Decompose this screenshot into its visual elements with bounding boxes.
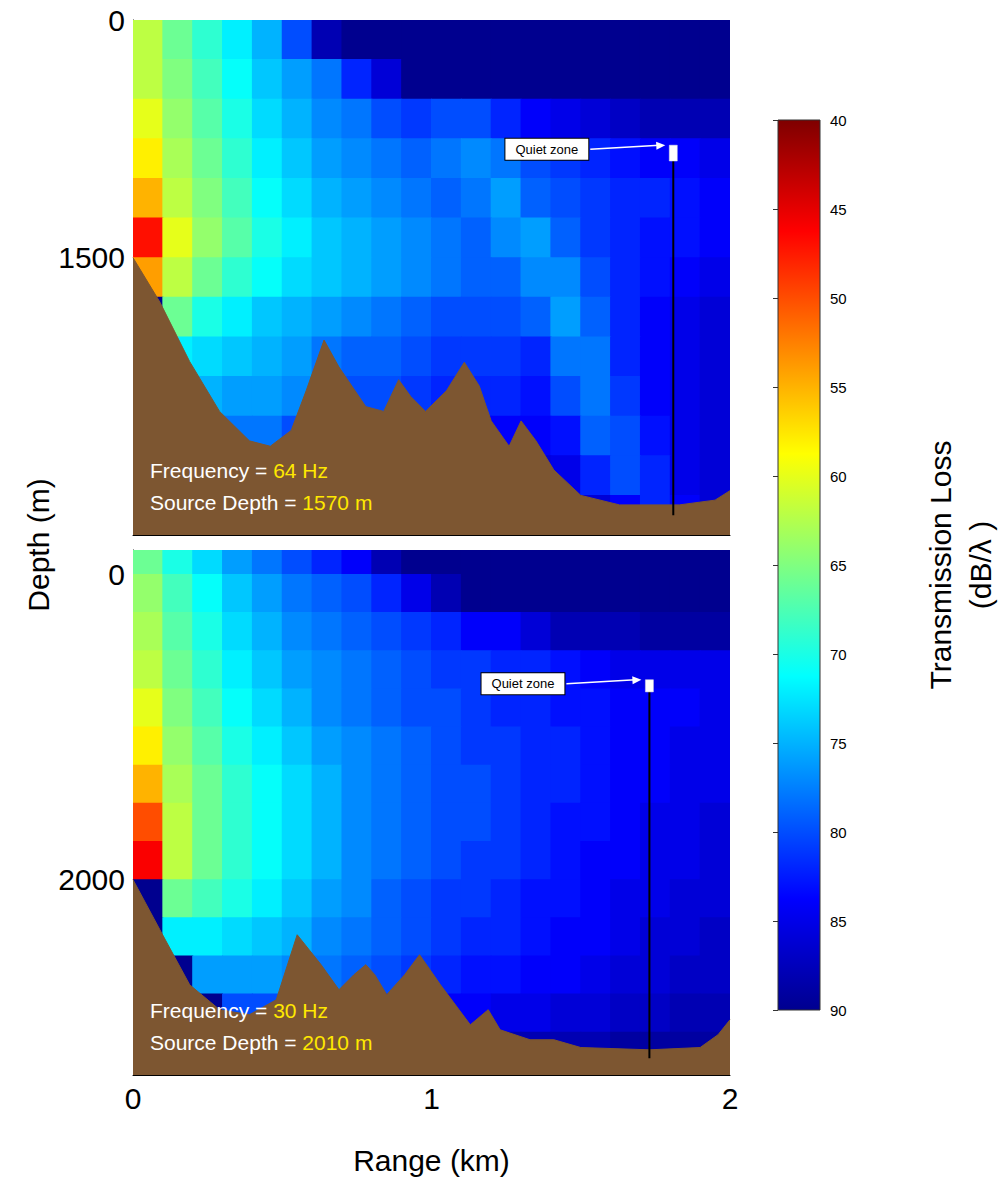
svg-text:30 Hz: 30 Hz — [273, 999, 328, 1022]
svg-text:Quiet zone: Quiet zone — [492, 676, 555, 691]
svg-text:65: 65 — [830, 557, 847, 574]
svg-text:Range (km): Range (km) — [353, 1144, 510, 1177]
svg-text:(dB/λ ): (dB/λ ) — [964, 521, 997, 609]
svg-text:40: 40 — [830, 112, 847, 129]
svg-text:Quiet zone: Quiet zone — [515, 142, 578, 157]
svg-text:Frequency =: Frequency = — [150, 999, 273, 1022]
svg-text:90: 90 — [830, 1002, 847, 1019]
svg-text:Transmission Loss: Transmission Loss — [924, 441, 957, 690]
svg-text:Frequency =: Frequency = — [150, 459, 273, 482]
svg-text:Source Depth =: Source Depth = — [150, 491, 302, 514]
svg-text:Source Depth =: Source Depth = — [150, 1031, 302, 1054]
svg-text:85: 85 — [830, 913, 847, 930]
svg-text:1: 1 — [423, 1082, 440, 1115]
svg-text:80: 80 — [830, 824, 847, 841]
svg-text:Depth (m): Depth (m) — [22, 478, 55, 611]
svg-text:55: 55 — [830, 379, 847, 396]
svg-text:1500: 1500 — [58, 241, 125, 274]
svg-text:64 Hz: 64 Hz — [273, 459, 328, 482]
svg-text:75: 75 — [830, 735, 847, 752]
svg-text:70: 70 — [830, 646, 847, 663]
svg-text:50: 50 — [830, 290, 847, 307]
svg-text:1570 m: 1570 m — [302, 491, 372, 514]
svg-text:60: 60 — [830, 468, 847, 485]
svg-text:45: 45 — [830, 201, 847, 218]
svg-text:2: 2 — [722, 1082, 739, 1115]
svg-text:2000: 2000 — [58, 863, 125, 896]
svg-text:0: 0 — [108, 4, 125, 37]
svg-text:0: 0 — [108, 558, 125, 591]
svg-text:0: 0 — [125, 1082, 142, 1115]
svg-text:2010 m: 2010 m — [302, 1031, 372, 1054]
